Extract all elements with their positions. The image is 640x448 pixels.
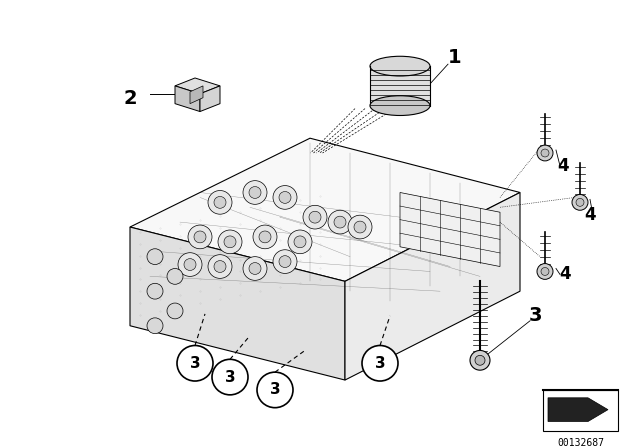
Polygon shape bbox=[548, 398, 608, 422]
Circle shape bbox=[243, 257, 267, 280]
Circle shape bbox=[178, 253, 202, 276]
Circle shape bbox=[294, 236, 306, 248]
Polygon shape bbox=[130, 227, 345, 380]
Circle shape bbox=[194, 231, 206, 243]
Circle shape bbox=[259, 231, 271, 243]
Polygon shape bbox=[200, 86, 220, 112]
Ellipse shape bbox=[370, 96, 430, 116]
Text: 4: 4 bbox=[584, 206, 596, 224]
Circle shape bbox=[334, 216, 346, 228]
Circle shape bbox=[218, 230, 242, 254]
Polygon shape bbox=[175, 86, 200, 112]
Circle shape bbox=[147, 318, 163, 334]
Circle shape bbox=[249, 263, 261, 275]
Text: 3: 3 bbox=[269, 383, 280, 397]
Circle shape bbox=[328, 210, 352, 234]
Circle shape bbox=[470, 350, 490, 370]
Bar bbox=[370, 66, 430, 106]
Text: 2: 2 bbox=[123, 89, 137, 108]
Circle shape bbox=[208, 254, 232, 278]
Circle shape bbox=[243, 181, 267, 204]
Text: 3: 3 bbox=[374, 356, 385, 371]
Circle shape bbox=[348, 215, 372, 239]
Circle shape bbox=[572, 194, 588, 210]
Polygon shape bbox=[130, 138, 520, 281]
Circle shape bbox=[147, 249, 163, 265]
Circle shape bbox=[167, 303, 183, 319]
Circle shape bbox=[273, 250, 297, 273]
Circle shape bbox=[184, 258, 196, 271]
Circle shape bbox=[257, 372, 293, 408]
Circle shape bbox=[537, 263, 553, 280]
Text: 3: 3 bbox=[528, 306, 541, 325]
Circle shape bbox=[214, 261, 226, 272]
Ellipse shape bbox=[370, 56, 430, 76]
Circle shape bbox=[309, 211, 321, 223]
Circle shape bbox=[303, 205, 327, 229]
Bar bbox=[543, 390, 618, 431]
Circle shape bbox=[362, 345, 398, 381]
Circle shape bbox=[279, 256, 291, 267]
Circle shape bbox=[249, 186, 261, 198]
Circle shape bbox=[475, 355, 485, 365]
Polygon shape bbox=[190, 86, 203, 103]
Text: 3: 3 bbox=[225, 370, 236, 384]
Circle shape bbox=[147, 283, 163, 299]
Polygon shape bbox=[400, 193, 500, 267]
Circle shape bbox=[188, 225, 212, 249]
Text: 00132687: 00132687 bbox=[557, 438, 604, 448]
Text: 1: 1 bbox=[448, 48, 462, 67]
Circle shape bbox=[541, 267, 549, 276]
Circle shape bbox=[541, 149, 549, 157]
Text: 4: 4 bbox=[557, 157, 569, 175]
Circle shape bbox=[167, 268, 183, 284]
Circle shape bbox=[354, 221, 366, 233]
Circle shape bbox=[273, 185, 297, 209]
Circle shape bbox=[224, 236, 236, 248]
Text: 3: 3 bbox=[189, 356, 200, 371]
Circle shape bbox=[177, 345, 213, 381]
Circle shape bbox=[208, 190, 232, 214]
Circle shape bbox=[279, 191, 291, 203]
Circle shape bbox=[576, 198, 584, 207]
Circle shape bbox=[537, 145, 553, 161]
Circle shape bbox=[288, 230, 312, 254]
Polygon shape bbox=[345, 193, 520, 380]
Circle shape bbox=[214, 196, 226, 208]
Polygon shape bbox=[175, 78, 220, 94]
Text: 4: 4 bbox=[559, 265, 571, 284]
Circle shape bbox=[212, 359, 248, 395]
Circle shape bbox=[253, 225, 277, 249]
